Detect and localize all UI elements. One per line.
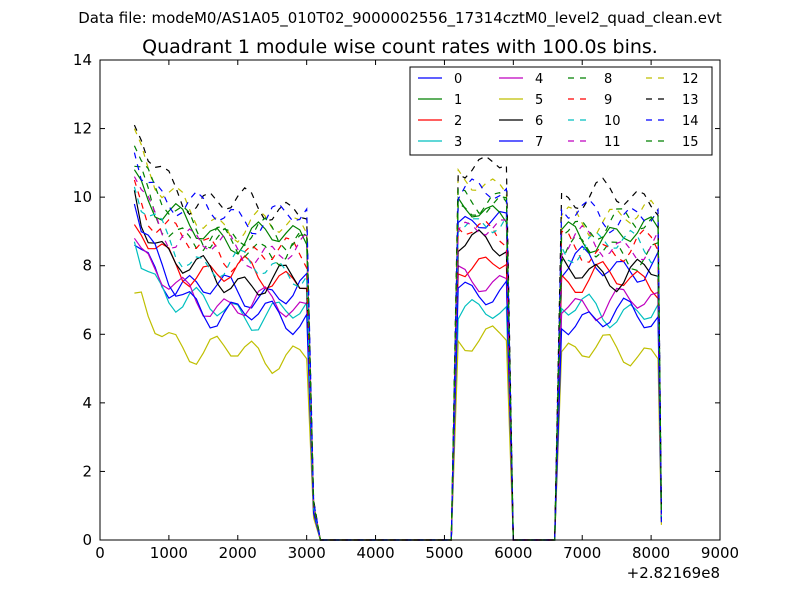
legend-label-5: 5 xyxy=(535,93,543,108)
legend-label-15: 15 xyxy=(682,135,699,150)
legend-label-14: 14 xyxy=(682,114,699,129)
legend-label-10: 10 xyxy=(604,114,621,129)
x-tick-label: 8000 xyxy=(632,544,670,562)
x-axis-offset-label: +2.82169e8 xyxy=(627,564,720,582)
legend-label-6: 6 xyxy=(535,114,543,129)
x-tick-label: 9000 xyxy=(701,544,739,562)
y-tick-label: 8 xyxy=(82,257,92,275)
x-tick-label: 2000 xyxy=(219,544,257,562)
x-tick-label: 6000 xyxy=(494,544,532,562)
legend-label-8: 8 xyxy=(604,72,612,87)
x-tick-label: 3000 xyxy=(288,544,326,562)
legend-label-12: 12 xyxy=(682,72,699,87)
x-tick-label: 4000 xyxy=(356,544,394,562)
y-tick-label: 14 xyxy=(73,51,92,69)
legend-label-13: 13 xyxy=(682,93,699,108)
legend-label-7: 7 xyxy=(535,135,543,150)
series-line-14 xyxy=(133,152,662,541)
figure-suptitle: Data file: modeM0/AS1A05_010T02_90000025… xyxy=(78,9,722,27)
legend-label-4: 4 xyxy=(535,72,543,87)
legend-label-1: 1 xyxy=(454,93,462,108)
series-line-10 xyxy=(133,186,662,541)
x-tick-label: 1000 xyxy=(150,544,188,562)
legend-label-2: 2 xyxy=(454,114,462,129)
x-tick-label: 7000 xyxy=(563,544,601,562)
y-tick-label: 10 xyxy=(73,188,92,206)
y-tick-label: 6 xyxy=(82,325,92,343)
legend-box xyxy=(409,66,713,156)
y-tick-label: 4 xyxy=(82,394,92,412)
y-tick-label: 2 xyxy=(82,462,92,480)
y-tick-label: 0 xyxy=(82,531,92,549)
legend-label-9: 9 xyxy=(604,93,612,108)
legend-label-0: 0 xyxy=(454,72,462,87)
axes-frame xyxy=(99,59,721,541)
legend-label-11: 11 xyxy=(604,135,621,150)
x-tick-label: 0 xyxy=(95,544,105,562)
x-tick-label: 5000 xyxy=(425,544,463,562)
legend-label-3: 3 xyxy=(454,135,462,150)
y-tick-label: 12 xyxy=(73,120,92,138)
chart-title: Quadrant 1 module wise count rates with … xyxy=(142,36,658,58)
